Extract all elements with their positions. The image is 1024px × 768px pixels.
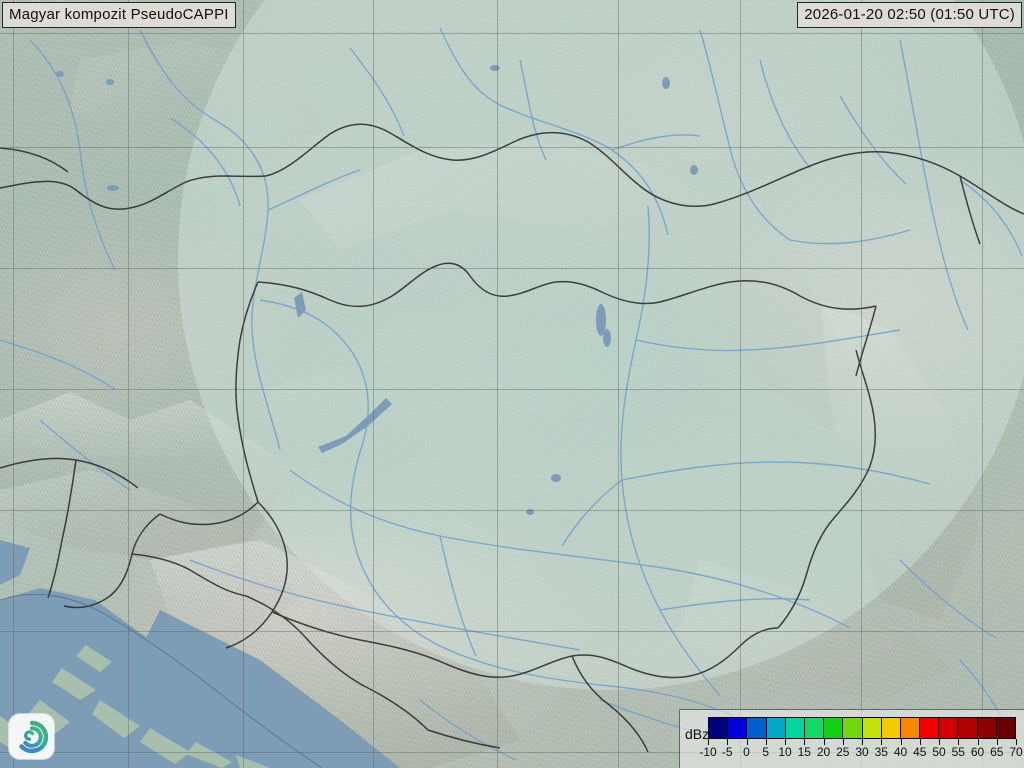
colorbar-tick-label: 5 [762,745,770,759]
colorbar-unit-label: dBz [685,726,710,742]
colorbar-tick-labels: -10 -5 0 5 10 15 20 25 30 35 40 45 50 55 60 65 70 [699,745,1022,763]
colorbar-cell [766,718,786,738]
colorbar-tick-label: 40 [893,745,908,759]
colorbar-cell [785,718,805,738]
colorbar-swatches [708,717,1016,739]
colorbar-ticks [708,739,1017,746]
colorbar-tick-label: 55 [951,745,965,759]
colorbar-cell [824,718,844,738]
colorbar-tick-label: 50 [932,745,946,759]
colorbar-cell [958,718,978,738]
colorbar-tick-label: -5 [721,745,733,759]
colorbar-tick [785,739,786,745]
colorbar-tick [708,739,709,745]
colorbar-tick-label: 15 [797,745,811,759]
colorbar-tick-label: 30 [855,745,869,759]
colorbar-tick [1016,739,1017,745]
colorbar-tick-label: 10 [778,745,792,759]
colorbar-cell [728,718,748,738]
colorbar-tick [842,739,844,745]
colorbar-tick [881,739,883,745]
colorbar-tick [804,739,806,745]
colorbar-cell [804,718,825,738]
agency-logo[interactable] [9,714,54,759]
colorbar-tick [996,739,998,745]
colorbar-tick-label: 60 [970,745,985,759]
colorbar-tick-label: 70 [1009,745,1023,759]
colorbar-cell [862,718,882,738]
colorbar-cell [939,718,959,738]
colorbar-tick [862,739,863,745]
colorbar-tick-label: 65 [990,745,1004,759]
colorbar-cell [881,718,901,738]
colorbar-cell [977,718,997,738]
colorbar-cell [843,718,863,738]
dbz-colorbar-legend: dBz -10 -5 0 5 10 15 20 25 30 35 40 45 50 55 60 65 70 [679,709,1024,768]
colorbar-tick [958,739,960,745]
colorbar-cell [920,718,940,738]
colorbar-tick [823,739,825,745]
colorbar-tick [939,739,940,745]
product-title-label: Magyar kompozit PseudoCAPPI [2,2,236,28]
colorbar-tick [746,739,748,745]
colorbar-cell [709,718,729,738]
colorbar-tick-label: 45 [913,745,927,759]
colorbar-tick [765,739,767,745]
colorbar-tick [900,739,902,745]
colorbar-tick-label: 20 [816,745,831,759]
colorbar-tick [727,739,729,745]
colorbar-tick-label: -10 [699,745,717,759]
colorbar-cell [996,718,1015,738]
colorbar-tick [919,739,921,745]
colorbar-tick [977,739,979,745]
spiral-swirl-icon [18,720,48,753]
colorbar-tick-label: 0 [743,745,750,759]
colorbar-tick-label: 25 [836,745,850,759]
colorbar-cell [900,718,921,738]
colorbar-cell [747,718,767,738]
colorbar-tick-label: 35 [874,745,888,759]
timestamp-label: 2026-01-20 02:50 (01:50 UTC) [797,2,1022,28]
